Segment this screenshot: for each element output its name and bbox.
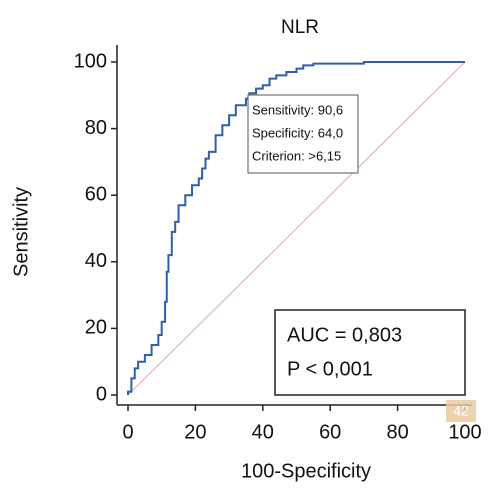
x-tick-label: 0 [122, 421, 133, 443]
reference-line [127, 61, 466, 396]
criterion-text: Criterion: >6,15 [252, 148, 341, 163]
x-axis-label: 100-Specificity [241, 460, 371, 482]
x-tick-label: 20 [184, 421, 206, 443]
y-tick-label: 40 [85, 250, 107, 272]
criterion-text: Specificity: 64,0 [252, 125, 343, 140]
criterion-box [247, 94, 359, 174]
criterion-text: Sensitivity: 90,6 [252, 102, 343, 117]
y-tick-label: 0 [96, 383, 107, 405]
y-tick-label: 100 [74, 50, 107, 72]
stats-text: AUC = 0,803 [287, 324, 402, 346]
x-tick-label: 40 [252, 421, 274, 443]
stats-text: P < 0,001 [287, 358, 373, 380]
x-tick-label: 80 [386, 421, 408, 443]
stats-box [274, 309, 466, 396]
page-badge-text: 42 [453, 403, 469, 419]
x-tick-label: 100 [448, 421, 481, 443]
y-tick-label: 80 [85, 117, 107, 139]
plot-area: 0 20 40 60 80 100 0 20 40 60 80 100 [74, 50, 482, 443]
page-badge [446, 400, 476, 422]
y-tick-label: 20 [85, 317, 107, 339]
x-tick-label: 60 [319, 421, 341, 443]
y-axis-label: Sensitivity [10, 187, 32, 277]
y-tick-label: 60 [85, 183, 107, 205]
chart-title: NLR [281, 17, 319, 38]
roc-curve [127, 61, 465, 395]
